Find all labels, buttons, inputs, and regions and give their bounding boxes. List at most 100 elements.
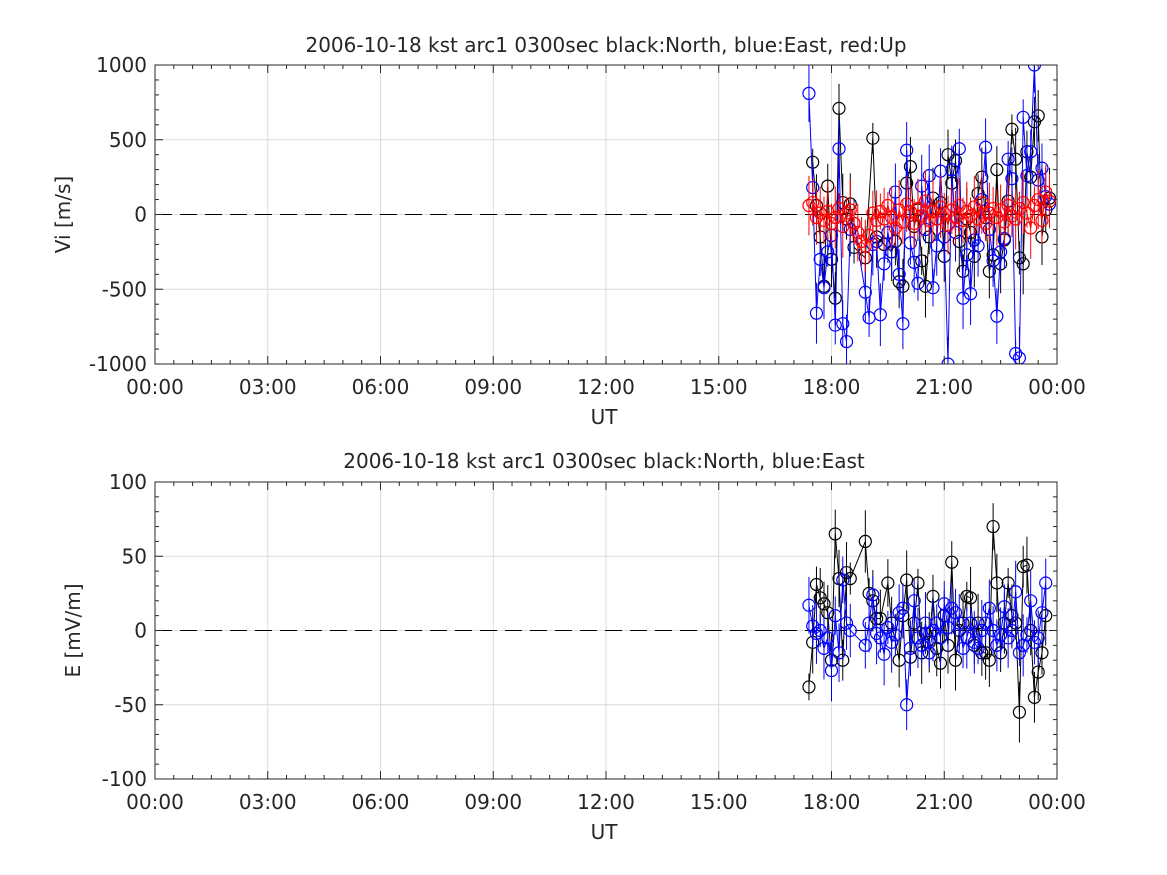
electric-field-data-point — [978, 616, 993, 630]
velocity-data-point — [896, 279, 910, 293]
electric-field-x-tick-label: 18:00 — [803, 790, 861, 814]
electric-field-data-point — [843, 623, 857, 638]
velocity-series-line — [808, 65, 1050, 364]
velocity-data-point — [922, 213, 936, 228]
velocity-data-point — [1012, 351, 1027, 364]
electric-field-data-point — [975, 623, 989, 638]
velocity-data-point — [971, 239, 985, 253]
velocity-data-point — [1035, 161, 1049, 175]
electric-field-data-point — [858, 638, 872, 652]
velocity-data-point — [990, 210, 1004, 225]
electric-field-data-point — [832, 646, 846, 660]
velocity-y-axis-label: Vi [m/s] — [51, 176, 75, 253]
electric-field-data-point — [866, 588, 880, 602]
velocity-data-point — [1005, 209, 1019, 223]
velocity-data-point — [862, 228, 876, 243]
electric-field-y-tick-label: 100 — [109, 470, 147, 494]
electric-field-y-axis-label: E [mV/m] — [61, 584, 85, 678]
velocity-data-point — [1005, 122, 1019, 136]
electric-field-data-point — [915, 638, 929, 652]
electric-field-data-point — [877, 647, 891, 661]
velocity-data-point — [809, 210, 824, 225]
velocity-data-point — [971, 212, 985, 226]
electric-field-data-point — [828, 527, 842, 541]
electric-field-data-point — [881, 576, 895, 590]
electric-field-data-point — [836, 573, 850, 587]
velocity-data-point — [813, 252, 827, 266]
velocity-data-point — [915, 179, 929, 193]
electric-field-data-point — [960, 631, 974, 645]
velocity-data-point — [907, 216, 921, 231]
electric-field-data-point — [1012, 705, 1027, 719]
electric-field-ticks: 00:00 03:00 06:00 09:00 12:00 15:00 18:00 21:00… — [102, 470, 1086, 814]
velocity-data-point — [945, 163, 959, 177]
electric-field-chart-title: 2006-10-18 kst arc1 0300sec black:North,… — [343, 449, 865, 473]
electric-field-data-point — [843, 571, 857, 586]
velocity-data-point — [967, 200, 981, 214]
velocity-data-point — [911, 201, 925, 216]
electric-field-data-point — [986, 519, 1000, 534]
electric-field-data-point — [885, 635, 899, 649]
velocity-data-point — [877, 257, 891, 271]
velocity-data-point — [915, 254, 929, 268]
velocity-data-point — [869, 213, 884, 228]
electric-field-data-point — [1001, 576, 1015, 590]
velocity-data-point — [956, 213, 970, 228]
electric-field-data-point — [1020, 558, 1034, 572]
velocity-series-clip — [802, 65, 1057, 364]
electric-field-data-point — [824, 663, 839, 678]
velocity-data-point — [832, 101, 846, 115]
electric-field-data-point — [952, 616, 966, 630]
velocity-data-point — [806, 195, 820, 210]
velocity-data-point — [1016, 257, 1030, 271]
velocity-x-tick-label: 00:00 — [1028, 375, 1086, 399]
electric-field-data-point — [907, 594, 921, 608]
velocity-data-point — [1020, 169, 1034, 183]
electric-field-data-point — [839, 616, 854, 630]
electric-field-data-point — [1039, 609, 1053, 623]
velocity-data-point — [994, 245, 1008, 259]
electric-field-y-tick-label: 0 — [134, 619, 147, 643]
electric-field-data-point — [1035, 606, 1049, 620]
electric-field-data-point — [1001, 631, 1015, 645]
velocity-data-point — [896, 317, 910, 331]
electric-field-data-point — [1005, 623, 1019, 638]
electric-field-data-point — [978, 646, 993, 660]
velocity-data-point — [952, 234, 966, 249]
velocity-data-point — [1016, 110, 1030, 124]
electric-field-data-point — [982, 601, 996, 615]
electric-field-x-tick-label: 15:00 — [690, 790, 748, 814]
electric-field-data-point — [809, 577, 824, 592]
velocity-data-point — [986, 201, 1000, 216]
electric-field-x-tick-label: 06:00 — [352, 790, 410, 814]
electric-field-data-point — [994, 628, 1008, 642]
velocity-data-point — [881, 198, 895, 213]
velocity-data-point — [937, 206, 951, 220]
electric-field-data-point — [802, 680, 816, 694]
velocity-data-point — [907, 255, 921, 269]
velocity-data-point — [960, 248, 974, 262]
velocity-data-point — [975, 195, 989, 210]
electric-field-data-point — [813, 623, 827, 638]
velocity-data-point — [1005, 172, 1019, 186]
velocity-data-point — [817, 281, 831, 295]
velocity-data-point — [832, 142, 846, 156]
velocity-x-tick-label: 15:00 — [690, 375, 748, 399]
velocity-x-axis-label: UT — [591, 405, 619, 429]
velocity-data-point — [888, 185, 902, 199]
velocity-data-point — [903, 204, 918, 219]
velocity-data-point — [873, 308, 887, 322]
electric-field-data-point — [1012, 646, 1027, 660]
electric-field-data-point — [1031, 665, 1045, 679]
velocity-data-point — [1020, 206, 1034, 220]
velocity-y-tick-label: -1000 — [89, 352, 147, 376]
electric-field-series-1 — [802, 556, 1053, 731]
electric-field-data-point — [869, 626, 884, 641]
velocity-data-point — [978, 140, 993, 154]
electric-field-data-point — [963, 616, 978, 630]
velocity-data-point — [918, 194, 933, 208]
electric-field-series-clip — [802, 503, 1053, 743]
electric-field-data-point — [858, 534, 872, 549]
electric-field-x-tick-label: 21:00 — [915, 790, 973, 814]
electric-field-data-point — [821, 631, 835, 645]
